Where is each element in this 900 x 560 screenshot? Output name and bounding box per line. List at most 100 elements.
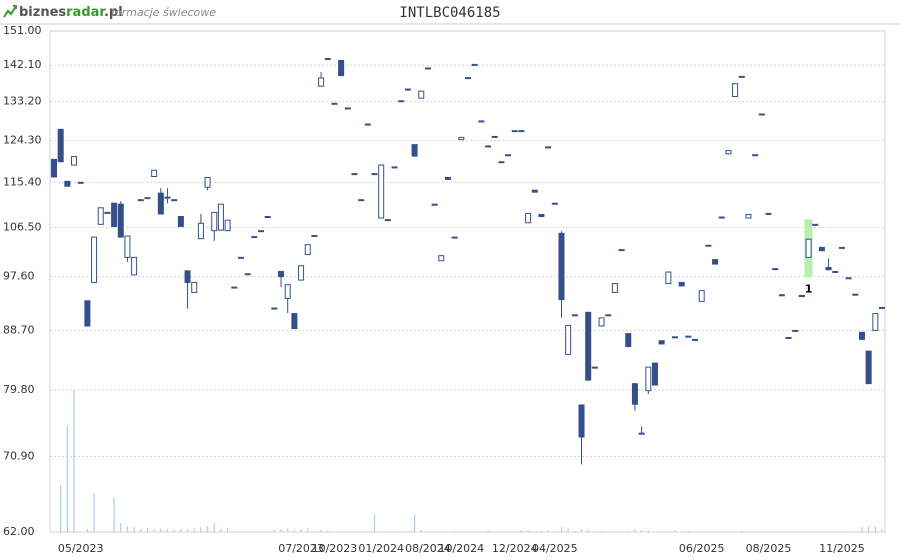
candle-body (645, 366, 652, 392)
volume-bar (186, 529, 189, 532)
x-tick-label: 05/2023 (58, 542, 104, 555)
candle-body (718, 216, 725, 219)
candle-body (725, 150, 732, 155)
candle-body (598, 317, 605, 327)
candle-body (131, 256, 138, 276)
volume-bar (153, 529, 155, 532)
candle-body (471, 63, 478, 66)
candle-body (418, 90, 425, 99)
candle-body (832, 270, 839, 273)
volume-bar (641, 530, 643, 532)
candle-body (197, 222, 204, 240)
candle-body (64, 180, 71, 187)
candle-body (638, 432, 645, 435)
candle-body (278, 270, 285, 278)
y-tick-label: 151.00 (3, 24, 42, 37)
candle-body (692, 338, 699, 341)
y-tick-label: 70.90 (3, 450, 35, 463)
candle-body (518, 130, 525, 133)
volume-bar (300, 529, 302, 532)
candle-body (358, 199, 365, 202)
candle-body (231, 286, 238, 289)
candle-body (318, 77, 325, 87)
candle-body (298, 265, 305, 281)
candle-body (164, 196, 171, 199)
candle-body (812, 223, 819, 226)
y-tick-label: 115.40 (3, 175, 42, 188)
volume-bar (287, 528, 289, 532)
x-tick-label: 11/2025 (819, 542, 865, 555)
volume-bar (741, 530, 743, 532)
candle-body (284, 284, 291, 299)
volume-bar (146, 528, 149, 532)
candle-body (545, 146, 552, 149)
candle-body (204, 176, 211, 188)
volume-bar (587, 529, 589, 532)
candle-body (211, 211, 218, 232)
candle-body (151, 169, 158, 178)
candle-body (585, 311, 592, 381)
logo-icon (3, 5, 17, 18)
y-tick-label: 106.50 (3, 221, 42, 234)
candle-body (117, 203, 124, 238)
candle-body (444, 176, 451, 180)
candle-body (311, 234, 318, 237)
candle-body (658, 340, 665, 345)
volume-bar (874, 526, 876, 532)
chart-title: INTLBC046185 (399, 5, 500, 21)
candle-body (605, 314, 612, 317)
candle-body (271, 307, 278, 310)
candle-body (378, 164, 385, 219)
candle-body (458, 136, 465, 141)
candle-body (678, 281, 685, 287)
volume-bar (73, 390, 75, 532)
volume-bar (560, 527, 563, 532)
candle-body (338, 59, 345, 77)
candle-body (224, 219, 231, 232)
x-tick-label: 06/2025 (679, 542, 725, 555)
volume-bar (180, 529, 182, 532)
candle-body (752, 154, 759, 157)
candle-body (865, 350, 872, 385)
candle-body (144, 197, 151, 200)
x-tick-label: 10/2023 (312, 542, 358, 555)
logo: biznesradar.pl (19, 5, 123, 20)
candle-body (251, 236, 258, 239)
candle-body (838, 246, 845, 249)
candle-body (398, 100, 405, 103)
y-tick-label: 79.80 (3, 383, 35, 396)
candle-body (558, 232, 565, 301)
candle-body (571, 314, 578, 317)
candle-body (778, 294, 785, 297)
volume-bar (373, 514, 376, 532)
x-tick-label: 04/2025 (532, 542, 578, 555)
y-tick-label: 88.70 (3, 323, 35, 336)
volume-bar (166, 529, 169, 532)
candle-body (685, 335, 692, 338)
candle-body (371, 173, 378, 176)
volume-bar (293, 529, 295, 532)
volume-bar (126, 526, 129, 532)
candle-body (511, 130, 518, 133)
volume-bar (881, 529, 883, 532)
volume-bar (160, 528, 162, 532)
volume-bar (307, 528, 309, 532)
candle-body (384, 219, 391, 222)
candle-body (578, 404, 585, 438)
candle-body (171, 199, 178, 202)
x-tick-label: 07/2023 (278, 542, 324, 555)
candle-body (672, 336, 678, 339)
volume-bar (320, 529, 322, 532)
volume-bar (600, 530, 603, 532)
volume-bar (687, 530, 689, 532)
candle-body (765, 212, 772, 215)
candle-body (818, 246, 825, 252)
x-tick-label: 08/2024 (405, 542, 451, 555)
candle-body (879, 306, 885, 309)
volume-bar (574, 530, 576, 532)
candle-body (505, 154, 512, 157)
candle-body (431, 203, 438, 206)
